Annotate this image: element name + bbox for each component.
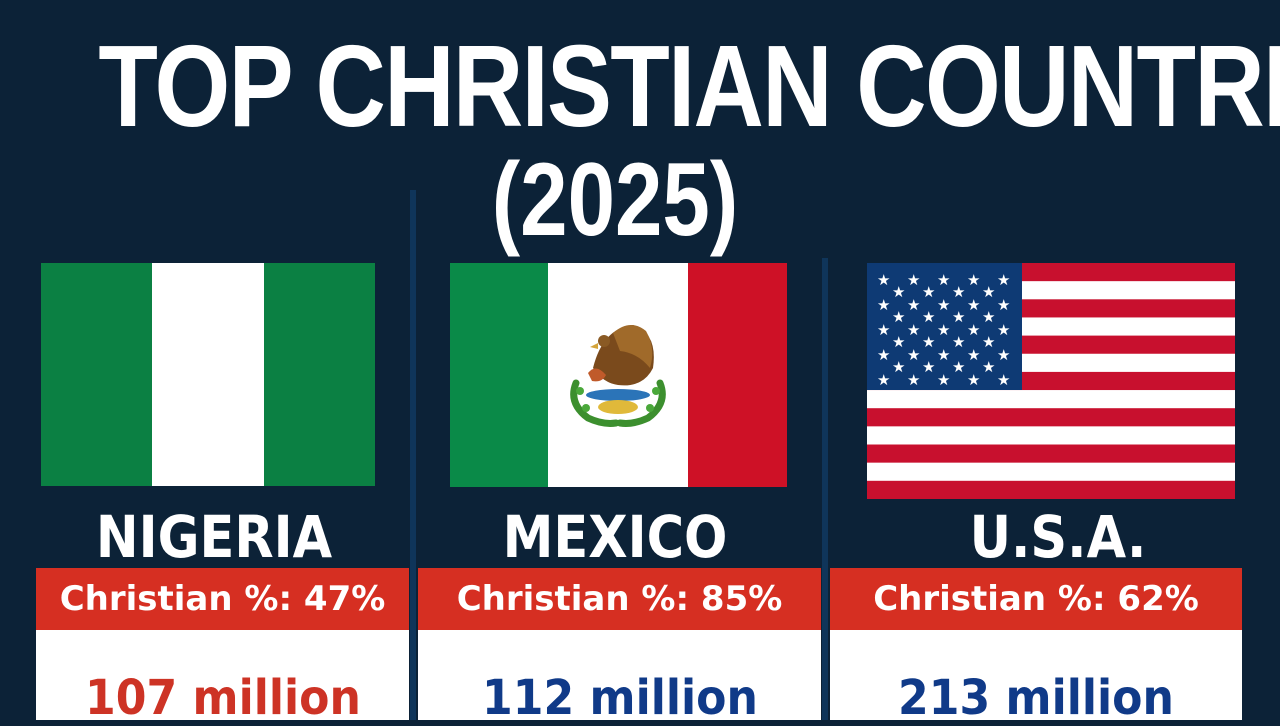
christian-population: 107 million <box>36 630 409 726</box>
christian-percent-banner: Christian %: 47% <box>36 568 409 630</box>
svg-text:★: ★ <box>922 358 935 376</box>
christian-percent-banner: Christian %: 62% <box>830 568 1242 630</box>
christian-population: 213 million <box>830 630 1242 726</box>
svg-text:★: ★ <box>997 346 1010 364</box>
svg-text:★: ★ <box>877 321 890 339</box>
mexico-coat-of-arms-icon <box>570 324 666 427</box>
svg-text:★: ★ <box>967 296 980 314</box>
svg-text:★: ★ <box>892 358 905 376</box>
svg-text:★: ★ <box>982 283 995 301</box>
svg-text:★: ★ <box>907 346 920 364</box>
population-value: 107 million <box>84 670 361 726</box>
svg-text:★: ★ <box>982 308 995 326</box>
mexico-flag <box>450 263 787 487</box>
svg-text:★: ★ <box>967 346 980 364</box>
svg-text:★: ★ <box>997 371 1010 389</box>
svg-text:★: ★ <box>907 371 920 389</box>
svg-text:★: ★ <box>937 321 950 339</box>
nigeria-flag <box>41 263 375 486</box>
svg-text:★: ★ <box>877 271 890 289</box>
svg-text:★: ★ <box>952 283 965 301</box>
svg-text:★: ★ <box>982 358 995 376</box>
svg-text:★: ★ <box>952 333 965 351</box>
svg-text:★: ★ <box>997 296 1010 314</box>
christian-population: 112 million <box>418 630 821 726</box>
svg-text:★: ★ <box>892 308 905 326</box>
svg-text:★: ★ <box>907 321 920 339</box>
svg-text:★: ★ <box>922 333 935 351</box>
svg-text:★: ★ <box>952 358 965 376</box>
svg-text:★: ★ <box>877 371 890 389</box>
svg-text:★: ★ <box>967 271 980 289</box>
country-name: NIGERIA <box>95 503 333 571</box>
usa-flag: ★ ★ ★ ★ ★ ★ ★ ★ ★ ★ ★ ★ ★ ★ ★ ★ ★ ★ ★ ★ ★ ★ ★ ★ ★ ★ ★ ★ ★ ★ ★ ★ ★… <box>867 263 1235 499</box>
country-name: U.S.A. <box>969 503 1147 571</box>
country-name: MEXICO <box>502 503 728 571</box>
column-divider <box>410 190 416 720</box>
page-year: (2025) <box>491 142 739 258</box>
svg-text:★: ★ <box>907 271 920 289</box>
population-value: 112 million <box>481 670 758 726</box>
page-title: TOP CHRISTIAN COUNTRIES <box>98 21 1280 151</box>
christian-percent-banner: Christian %: 85% <box>418 568 821 630</box>
svg-text:★: ★ <box>937 296 950 314</box>
svg-text:★: ★ <box>922 283 935 301</box>
population-value: 213 million <box>898 670 1174 726</box>
usa-flag-stripes-icon: ★ ★ ★ ★ ★ ★ ★ ★ ★ ★ ★ ★ ★ ★ ★ ★ ★ ★ ★ ★ ★ ★ ★ ★ ★ ★ ★ ★ ★ ★ ★ ★ ★… <box>867 263 1235 499</box>
svg-text:★: ★ <box>997 271 1010 289</box>
svg-text:★: ★ <box>892 333 905 351</box>
column-divider <box>822 258 828 720</box>
svg-text:★: ★ <box>907 296 920 314</box>
svg-text:★: ★ <box>967 321 980 339</box>
svg-text:★: ★ <box>937 346 950 364</box>
svg-text:★: ★ <box>937 271 950 289</box>
svg-text:★: ★ <box>952 308 965 326</box>
svg-text:★: ★ <box>967 371 980 389</box>
svg-text:★: ★ <box>937 371 950 389</box>
svg-text:★: ★ <box>892 283 905 301</box>
svg-text:★: ★ <box>997 321 1010 339</box>
svg-text:★: ★ <box>877 346 890 364</box>
svg-text:★: ★ <box>877 296 890 314</box>
svg-text:★: ★ <box>922 308 935 326</box>
svg-text:★: ★ <box>982 333 995 351</box>
